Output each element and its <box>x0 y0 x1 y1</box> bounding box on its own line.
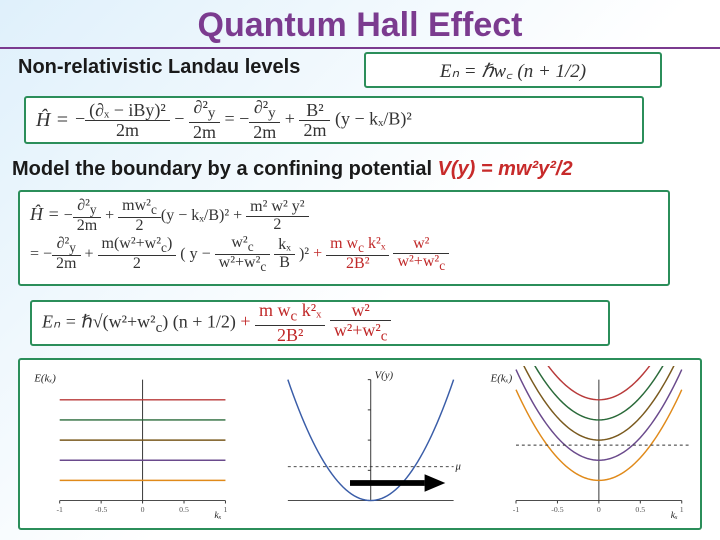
subtitle-landau: Non-relativistic Landau levels <box>18 56 300 79</box>
page-title: Quantum Hall Effect <box>0 6 720 49</box>
formula-hamiltonian: Ĥ = −(∂ₓ − iBy)²2m − ∂²y2m = −∂²y2m + B²… <box>24 96 644 144</box>
formula-hamiltonian-confined: Ĥ = −∂²y2m + mw²c2(y − kₓ/B)² + m² w² y²… <box>18 190 670 286</box>
svg-text:0.5: 0.5 <box>635 505 645 514</box>
svg-text:V(y): V(y) <box>375 370 394 382</box>
svg-text:μ: μ <box>455 461 462 473</box>
en2-lhs: Eₙ = <box>42 311 77 331</box>
svg-text:1: 1 <box>680 505 684 514</box>
svg-text:E(kₓ): E(kₓ) <box>490 373 513 385</box>
svg-text:-1: -1 <box>56 505 63 514</box>
svg-text:0: 0 <box>597 505 601 514</box>
model-prefix: Model the boundary by a confining potent… <box>12 158 438 180</box>
hamiltonian-lhs: Ĥ = <box>36 109 69 132</box>
plots-panel: -1 -0.5 0 0.5 1 E(kₓ) kₓ μ V(y) -1 -0.5 0 0.5 1 E(kₓ) k… <box>18 358 702 530</box>
svg-text:E(kₓ): E(kₓ) <box>33 373 56 385</box>
svg-text:kₓ: kₓ <box>214 510 221 521</box>
formula-energy-confined: Eₙ = ℏ√(w²+w²c) (n + 1/2) + m wc k²ₓ2B² … <box>30 300 610 346</box>
svg-text:-1: -1 <box>513 505 520 514</box>
boundary-model-text: Model the boundary by a confining potent… <box>12 158 712 181</box>
formula-text: Eₙ = ℏw꜀ (n + 1/2) <box>440 57 586 83</box>
h2-lhs: Ĥ = <box>30 204 60 224</box>
svg-text:-0.5: -0.5 <box>95 505 107 514</box>
svg-text:0.5: 0.5 <box>179 505 189 514</box>
dispersion-plots: -1 -0.5 0 0.5 1 E(kₓ) kₓ μ V(y) -1 -0.5 0 0.5 1 E(kₓ) k… <box>26 366 694 522</box>
hamiltonian-rhs: −(∂ₓ − iBy)²2m − ∂²y2m = −∂²y2m + B²2m (… <box>75 98 412 142</box>
svg-text:kₓ: kₓ <box>671 510 678 521</box>
model-potential: V(y) = mw²y²/2 <box>438 158 573 180</box>
svg-text:0: 0 <box>141 505 145 514</box>
svg-text:-0.5: -0.5 <box>551 505 563 514</box>
svg-text:1: 1 <box>223 505 227 514</box>
formula-energy-nonrel: Eₙ = ℏw꜀ (n + 1/2) <box>364 52 662 88</box>
